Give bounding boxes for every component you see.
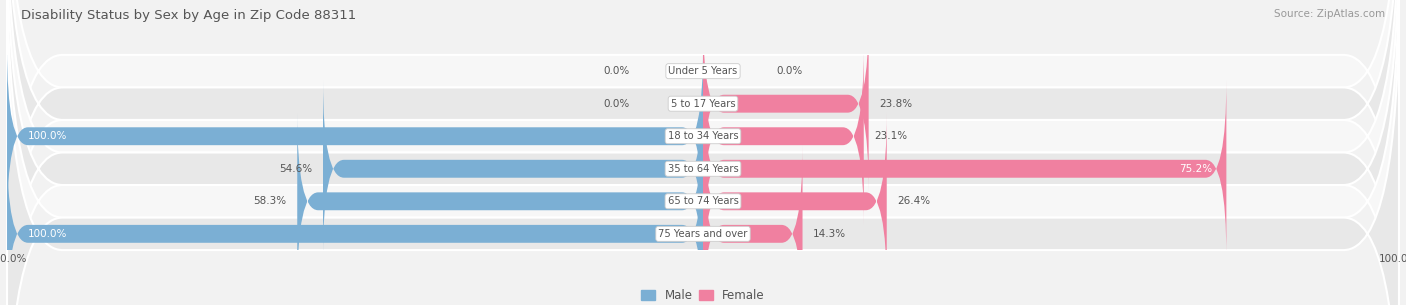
FancyBboxPatch shape xyxy=(7,145,703,305)
Text: 5 to 17 Years: 5 to 17 Years xyxy=(671,99,735,109)
Text: 0.0%: 0.0% xyxy=(776,66,803,76)
Text: 14.3%: 14.3% xyxy=(813,229,846,239)
FancyBboxPatch shape xyxy=(7,0,1399,305)
Legend: Male, Female: Male, Female xyxy=(637,284,769,305)
Text: 58.3%: 58.3% xyxy=(253,196,287,206)
FancyBboxPatch shape xyxy=(703,145,803,305)
FancyBboxPatch shape xyxy=(703,15,869,192)
FancyBboxPatch shape xyxy=(297,113,703,290)
FancyBboxPatch shape xyxy=(7,0,1399,305)
Text: 75 Years and over: 75 Years and over xyxy=(658,229,748,239)
Text: 23.1%: 23.1% xyxy=(875,131,907,141)
Text: 54.6%: 54.6% xyxy=(280,164,312,174)
FancyBboxPatch shape xyxy=(7,0,1399,305)
Text: 35 to 64 Years: 35 to 64 Years xyxy=(668,164,738,174)
Text: 23.8%: 23.8% xyxy=(879,99,912,109)
FancyBboxPatch shape xyxy=(7,48,703,225)
FancyBboxPatch shape xyxy=(703,48,863,225)
Text: 0.0%: 0.0% xyxy=(603,99,630,109)
FancyBboxPatch shape xyxy=(7,0,1399,305)
Text: 26.4%: 26.4% xyxy=(897,196,931,206)
FancyBboxPatch shape xyxy=(323,80,703,257)
Text: Disability Status by Sex by Age in Zip Code 88311: Disability Status by Sex by Age in Zip C… xyxy=(21,9,356,22)
Text: 0.0%: 0.0% xyxy=(603,66,630,76)
Text: Source: ZipAtlas.com: Source: ZipAtlas.com xyxy=(1274,9,1385,19)
FancyBboxPatch shape xyxy=(7,0,1399,305)
Text: 100.0%: 100.0% xyxy=(28,131,67,141)
FancyBboxPatch shape xyxy=(703,113,887,290)
Text: 65 to 74 Years: 65 to 74 Years xyxy=(668,196,738,206)
FancyBboxPatch shape xyxy=(703,80,1226,257)
FancyBboxPatch shape xyxy=(7,0,1399,305)
Text: 75.2%: 75.2% xyxy=(1180,164,1212,174)
Text: 100.0%: 100.0% xyxy=(28,229,67,239)
Text: Under 5 Years: Under 5 Years xyxy=(668,66,738,76)
Text: 18 to 34 Years: 18 to 34 Years xyxy=(668,131,738,141)
